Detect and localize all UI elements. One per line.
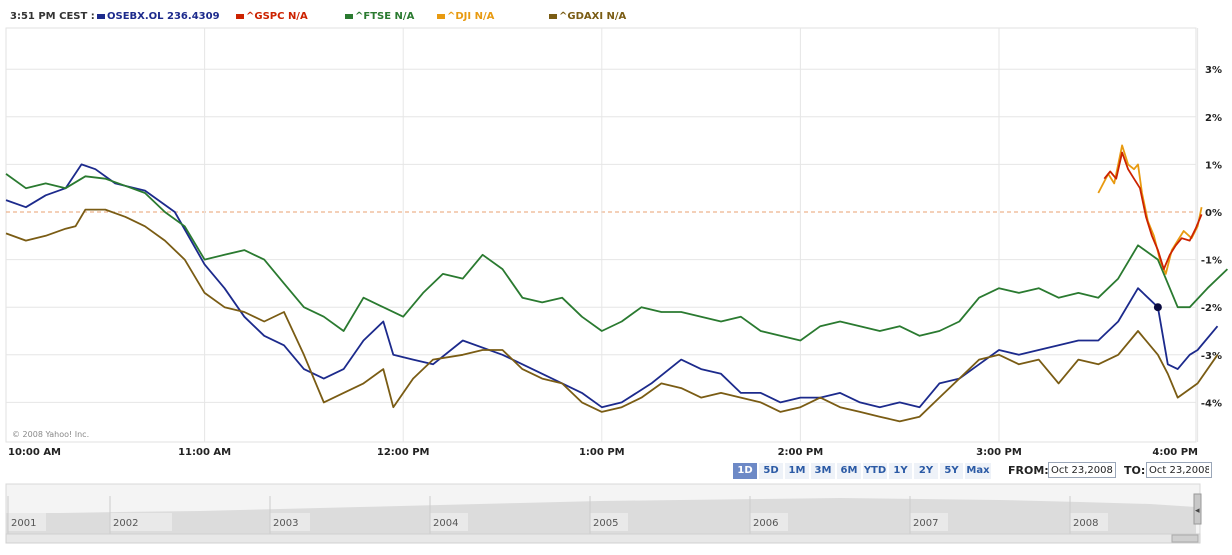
y-tick-label-6: -3% bbox=[1201, 351, 1222, 362]
legend-label-3: ^DJI N/A bbox=[447, 11, 495, 22]
range-button-2y[interactable]: 2Y bbox=[914, 463, 938, 479]
y-tick-label-2: 1% bbox=[1205, 160, 1222, 171]
range-button-1m[interactable]: 1M bbox=[785, 463, 809, 479]
series bbox=[5, 144, 1229, 423]
y-tick-label-3: 0% bbox=[1205, 208, 1222, 219]
navigator-year-label-7: 2008 bbox=[1073, 518, 1098, 529]
legend-swatch-4 bbox=[549, 14, 557, 19]
series-line-gdaxi bbox=[5, 208, 1219, 423]
legend-label-1: ^GSPC N/A bbox=[246, 11, 308, 22]
range-button-3m[interactable]: 3M bbox=[811, 463, 835, 479]
header-bar bbox=[0, 5, 1232, 27]
navigator-year-tab-3 bbox=[430, 513, 468, 531]
range-button-5y[interactable]: 5Y bbox=[940, 463, 963, 479]
navigator-year-tab-2 bbox=[270, 513, 310, 531]
copyright: © 2008 Yahoo! Inc. bbox=[12, 430, 89, 439]
y-tick-label-1: 2% bbox=[1205, 113, 1222, 124]
range-button-6m[interactable]: 6M bbox=[837, 463, 861, 479]
from-date-input[interactable] bbox=[1048, 462, 1116, 478]
navigator-scroll-thumb[interactable] bbox=[1171, 534, 1199, 543]
to-date-input[interactable] bbox=[1146, 462, 1212, 478]
plot-area bbox=[5, 27, 1197, 443]
navigator-year-label-6: 2007 bbox=[913, 518, 938, 529]
y-tick-label-0: 3% bbox=[1205, 65, 1222, 76]
from-label: FROM: bbox=[1008, 464, 1049, 477]
navigator-year-tab-5 bbox=[750, 513, 788, 531]
range-button-ytd[interactable]: YTD bbox=[863, 463, 887, 479]
legend-label-4: ^GDAXI N/A bbox=[559, 11, 627, 22]
navigator-year-tab-7 bbox=[1070, 513, 1108, 531]
series-marker-osebxol bbox=[1153, 303, 1162, 312]
navigator-year-label-5: 2006 bbox=[753, 518, 778, 529]
navigator-years: 2001 2002 2003 2004 2005 2006 2007 2008 bbox=[7, 496, 1108, 534]
legend: OSEBX.OL 236.4309 ^GSPC N/A ^FTSE N/A ^DJI … bbox=[97, 11, 627, 22]
legend-swatch-0 bbox=[97, 14, 105, 19]
series-line-gspc bbox=[1103, 151, 1203, 270]
legend-swatch-1 bbox=[236, 14, 244, 19]
x-tick-label-6: 4:00 PM bbox=[1152, 447, 1198, 458]
x-tick-label-0: 10:00 AM bbox=[8, 447, 61, 458]
navigator-year-tab-4 bbox=[590, 513, 628, 531]
series-line-osebxol bbox=[5, 163, 1219, 409]
x-tick-label-5: 3:00 PM bbox=[976, 447, 1022, 458]
x-axis-ticks: 10:00 AM 11:00 AM 12:00 PM 1:00 PM 2:00 PM 3:… bbox=[8, 447, 1198, 458]
navigator-year-label-0: 2001 bbox=[11, 518, 36, 529]
x-tick-label-2: 12:00 PM bbox=[377, 447, 430, 458]
range-button-max[interactable]: Max bbox=[965, 463, 991, 479]
y-tick-label-7: -4% bbox=[1201, 398, 1222, 409]
series-line-ftse bbox=[5, 173, 1229, 342]
navigator-year-tab-0 bbox=[8, 513, 46, 531]
navigator-year-label-2: 2003 bbox=[273, 518, 298, 529]
navigator-year-tab-6 bbox=[910, 513, 948, 531]
legend-swatch-2 bbox=[345, 14, 353, 19]
x-tick-label-4: 2:00 PM bbox=[778, 447, 824, 458]
navigator-handle-icon: ◂ bbox=[1195, 506, 1200, 516]
range-button-1y[interactable]: 1Y bbox=[889, 463, 912, 479]
to-label: TO: bbox=[1124, 464, 1146, 477]
navigator-year-label-1: 2002 bbox=[113, 518, 138, 529]
range-button-1d[interactable]: 1D bbox=[733, 463, 757, 479]
x-tick-label-3: 1:00 PM bbox=[579, 447, 625, 458]
legend-label-0: OSEBX.OL 236.4309 bbox=[107, 11, 220, 22]
header-time: 3:51 PM CEST : bbox=[10, 11, 95, 22]
y-tick-label-5: -2% bbox=[1201, 303, 1222, 314]
range-button-5d[interactable]: 5D bbox=[759, 463, 783, 479]
navigator-scrollbar[interactable] bbox=[5, 533, 1201, 544]
navigator-year-label-3: 2004 bbox=[433, 518, 458, 529]
navigator-handle[interactable] bbox=[1193, 493, 1202, 525]
y-tick-label-4: -1% bbox=[1201, 256, 1222, 267]
y-axis-ticks: 3% 2% 1% 0% -1% -2% -3% -4% bbox=[1201, 65, 1222, 409]
x-tick-label-1: 11:00 AM bbox=[178, 447, 231, 458]
navigator-year-label-4: 2005 bbox=[593, 518, 618, 529]
navigator-year-tab-1 bbox=[110, 513, 172, 531]
legend-label-2: ^FTSE N/A bbox=[355, 11, 415, 22]
legend-swatch-3 bbox=[437, 14, 445, 19]
